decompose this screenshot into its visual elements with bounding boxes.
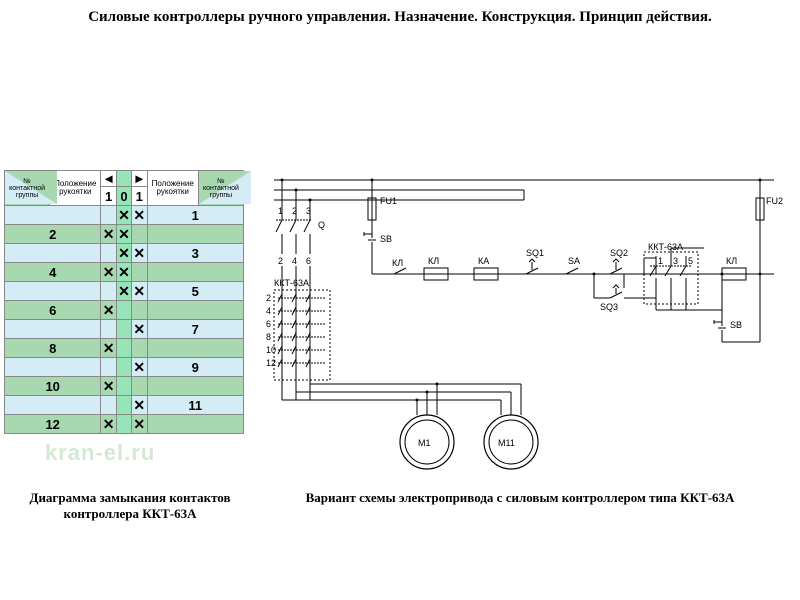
label-q: Q <box>318 220 325 230</box>
sq2: SQ2 <box>610 248 644 274</box>
label-ka: КА <box>478 256 489 266</box>
captions-row: Диаграмма замыкания контактов контроллер… <box>0 490 800 523</box>
header-arrow-row: № контактной группы Положение рукоятки ◄… <box>5 171 244 187</box>
hdr-mid-1: 0 <box>116 187 131 206</box>
table-row: ✕9 <box>5 358 244 377</box>
kkt-r-3: 3 <box>673 256 678 266</box>
label-sb-right: SB <box>730 320 742 330</box>
kkt-left-num: 12 <box>266 358 276 368</box>
kkt-left-num: 4 <box>266 306 271 316</box>
table-row: ✕7 <box>5 320 244 339</box>
table-row: ✕✕1 <box>5 206 244 225</box>
caption-right: Вариант схемы электропривода с силовым к… <box>260 490 780 523</box>
kkt-left-num: 10 <box>266 345 276 355</box>
busnum-b6: 6 <box>306 256 311 266</box>
kkt-left-num: 2 <box>266 293 271 303</box>
label-sb-left: SB <box>380 234 392 244</box>
contact-table-block: № контактной группы Положение рукоятки ◄… <box>4 170 264 434</box>
table-row: ✕11 <box>5 396 244 415</box>
switch-q: Q 2 4 6 <box>276 179 325 267</box>
hdr-mid-2: 1 <box>132 187 148 206</box>
label-kl2: КЛ <box>428 256 439 266</box>
label-sq3: SQ3 <box>600 302 618 312</box>
content-row: № контактной группы Положение рукоятки ◄… <box>0 170 800 480</box>
label-kl-right: КЛ <box>726 256 737 266</box>
sb-right: SB <box>714 273 762 343</box>
fuse-fu1: FU1 <box>368 179 397 231</box>
kkt-r-5: 5 <box>688 256 693 266</box>
label-m1: М1 <box>418 438 431 448</box>
kl-coil: КЛ <box>424 256 474 280</box>
fuse-fu2: FU2 <box>756 179 783 275</box>
table-row: 6✕ <box>5 301 244 320</box>
kl-contact: КЛ <box>372 258 424 274</box>
label-m11: М11 <box>498 438 515 448</box>
kkt-left-num: 8 <box>266 332 271 342</box>
label-kkt-right: ККТ-63А <box>648 242 683 252</box>
page-title: Силовые контроллеры ручного управления. … <box>0 0 800 32</box>
label-sq2: SQ2 <box>610 248 628 258</box>
hdr-pos-right: Положение рукоятки <box>147 171 198 206</box>
caption-left: Диаграмма замыкания контактов контроллер… <box>0 490 260 523</box>
table-row: 4✕✕ <box>5 263 244 282</box>
hdr-mid-0: 1 <box>101 187 117 206</box>
table-row: 2✕✕ <box>5 225 244 244</box>
kkt-left-num: 6 <box>266 319 271 329</box>
busnum-b4: 4 <box>292 256 297 266</box>
sa-switch: SA <box>566 256 610 274</box>
table-row: 12✕✕ <box>5 415 244 434</box>
busnum-b2: 2 <box>278 256 283 266</box>
label-kkt-left: ККТ-63А <box>274 278 309 288</box>
label-fu2: FU2 <box>766 196 783 206</box>
sb-left: SB <box>364 230 392 260</box>
arrow-left: ◄ <box>101 171 117 187</box>
hdr-pos-left: Положение рукоятки <box>50 171 101 206</box>
table-row: ✕✕3 <box>5 244 244 263</box>
kkt-r-1: 1 <box>658 256 663 266</box>
schematic-svg: 1 2 3 Q 2 4 6 <box>264 170 784 480</box>
table-row: ✕✕5 <box>5 282 244 301</box>
label-sa: SA <box>568 256 580 266</box>
label-kl1: КЛ <box>392 258 403 268</box>
schematic-block: 1 2 3 Q 2 4 6 <box>264 170 784 480</box>
kl-coil-right: КЛ <box>722 256 760 280</box>
label-sq1: SQ1 <box>526 248 544 258</box>
label-fu1: FU1 <box>380 196 397 206</box>
motor-m1: М1 <box>282 384 454 469</box>
table-row: 10✕ <box>5 377 244 396</box>
table-row: 8✕ <box>5 339 244 358</box>
ka-coil: КА <box>474 256 526 280</box>
sq1: SQ1 <box>526 248 566 274</box>
arrow-right: ► <box>132 171 148 187</box>
contact-table: № контактной группы Положение рукоятки ◄… <box>4 170 244 434</box>
